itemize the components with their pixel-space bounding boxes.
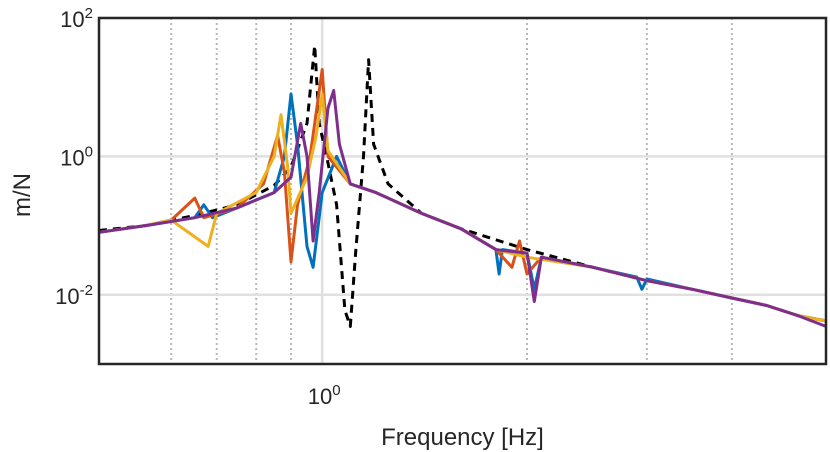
plot-frame [97, 16, 828, 366]
grid [99, 16, 826, 364]
y-axis-label: m/N [9, 173, 36, 217]
tick-labels: 102 100 10-2 100 [55, 5, 340, 409]
series-line-4 [98, 92, 827, 323]
y-tick-label: 100 [60, 143, 93, 170]
series-line-3 [98, 68, 827, 323]
x-axis-label: Frequency [Hz] [381, 424, 544, 451]
series-group [98, 44, 827, 328]
y-tick-label: 102 [60, 5, 93, 32]
series-line-2 [98, 92, 827, 323]
x-tick-label: 100 [308, 382, 341, 409]
series-line-5 [98, 88, 827, 328]
y-tick-label: 10-2 [55, 282, 93, 309]
series-line-1 [98, 44, 827, 328]
